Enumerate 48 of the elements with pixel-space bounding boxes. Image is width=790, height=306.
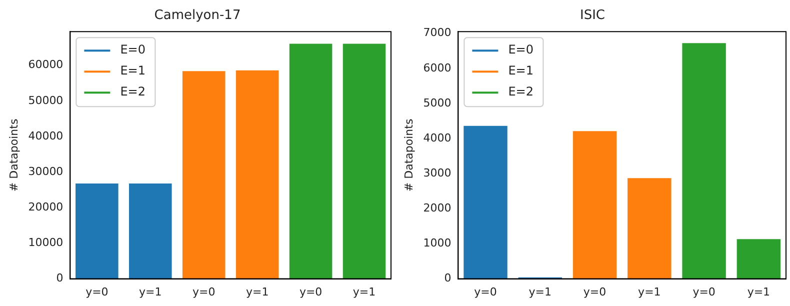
bar: [182, 71, 226, 279]
y-tick-label: 4000: [423, 131, 452, 144]
y-tick-label: 30000: [28, 164, 64, 178]
y-tick-label: 3000: [423, 166, 452, 180]
y-tick-label: 1000: [423, 236, 452, 250]
x-tick-label: y=0: [192, 285, 216, 298]
bar: [572, 131, 617, 279]
x-tick-label: y=0: [474, 285, 497, 298]
x-tick-label: y=1: [246, 285, 269, 298]
chart-title: ISIC: [580, 8, 605, 24]
y-tick-label: 0: [444, 272, 452, 285]
y-tick-label: 7000: [423, 26, 452, 40]
legend-label: E=0: [120, 42, 146, 57]
y-tick-label: 0: [56, 272, 64, 285]
y-tick-label: 5000: [423, 96, 452, 110]
legend-label: E=0: [508, 42, 534, 57]
legend-label: E=1: [508, 64, 534, 78]
x-tick-label: y=1: [747, 285, 770, 298]
x-tick-label: y=0: [86, 285, 108, 298]
y-axis-title: # Datapoints: [402, 118, 416, 192]
y-tick-label: 40000: [28, 129, 64, 142]
bar: [464, 126, 508, 279]
x-tick-label: y=0: [299, 285, 322, 298]
bar: [736, 239, 781, 279]
x-tick-label: y=0: [692, 285, 716, 298]
y-tick-label: 2000: [423, 202, 452, 215]
x-tick-label: y=1: [139, 285, 162, 298]
chart-title: Camelyon-17: [154, 8, 241, 24]
x-tick-label: y=1: [638, 285, 661, 298]
bar: [289, 44, 332, 279]
legend-label: E=2: [120, 84, 146, 99]
y-tick-label: 10000: [28, 236, 64, 250]
legend-label: E=1: [120, 64, 146, 78]
bar: [129, 183, 172, 279]
y-tick-label: 20000: [28, 200, 64, 214]
bar: [236, 70, 279, 279]
y-tick-label: 60000: [28, 58, 64, 72]
bar: [76, 183, 118, 279]
bar: [682, 43, 726, 279]
y-tick-label: 6000: [423, 61, 452, 74]
x-tick-label: y=0: [583, 285, 606, 298]
x-tick-label: y=1: [528, 285, 552, 298]
bar: [342, 44, 386, 279]
y-tick-label: 50000: [28, 94, 64, 107]
x-tick-label: y=1: [352, 285, 376, 298]
bar: [628, 178, 672, 279]
y-axis-title: # Datapoints: [7, 118, 20, 192]
legend-label: E=2: [508, 84, 534, 99]
